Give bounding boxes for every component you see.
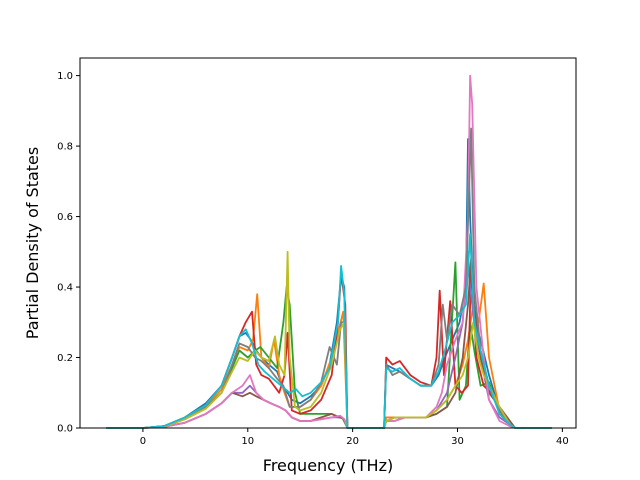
plot-frame: [79, 57, 577, 429]
y-tick-label: 1.0: [57, 71, 73, 82]
x-tick-label: 30: [451, 436, 464, 447]
x-tick-label: 10: [241, 436, 254, 447]
y-axis-ticks: 0.0 0.2 0.4 0.6 0.8 1.0: [57, 71, 80, 435]
y-tick-label: 0.4: [57, 283, 73, 294]
x-axis-ticks: 0 10 20 30 40: [140, 428, 569, 447]
series-line-10: [106, 233, 552, 429]
x-tick-label: 40: [556, 436, 569, 447]
x-tick-label: 0: [140, 436, 146, 447]
x-axis-label: Frequency (THz): [263, 456, 393, 475]
y-axis-label: Partial Density of States: [23, 147, 42, 339]
series-line-9: [106, 250, 552, 429]
y-tick-label: 0.0: [57, 424, 73, 435]
y-tick-label: 0.2: [57, 353, 73, 364]
x-tick-label: 20: [346, 436, 359, 447]
y-tick-label: 0.6: [57, 212, 73, 223]
y-tick-label: 0.8: [57, 142, 73, 153]
